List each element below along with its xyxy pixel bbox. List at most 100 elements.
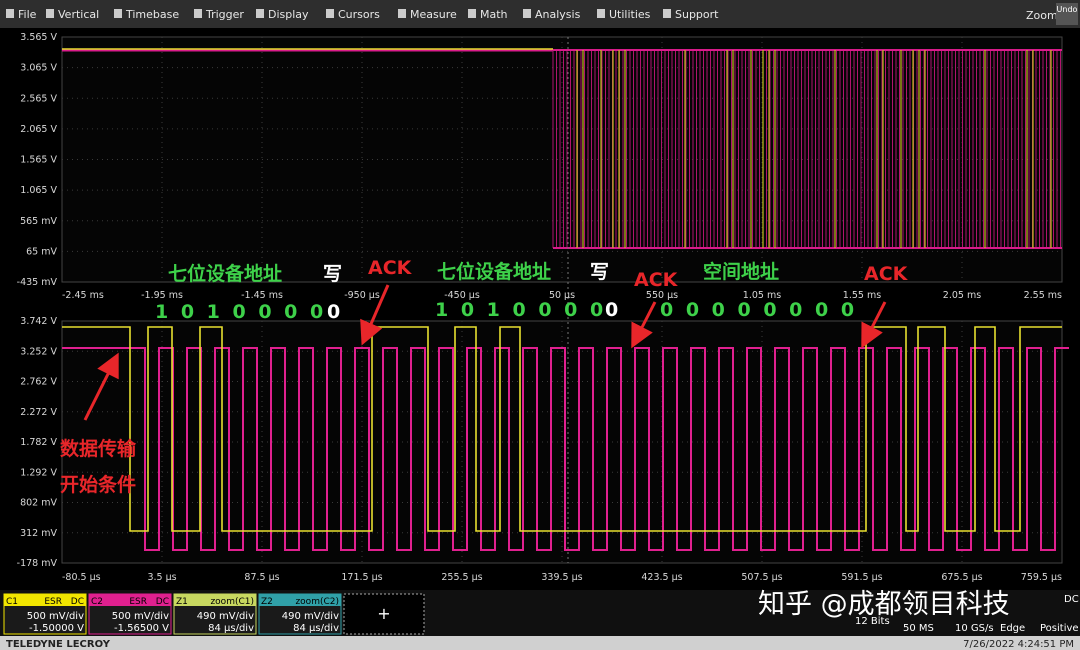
trig-type: Edge — [1000, 623, 1025, 634]
y-label: 802 mV — [20, 498, 57, 509]
x-label: 2.05 ms — [943, 290, 981, 301]
channel-header[interactable] — [89, 594, 171, 606]
x-label: 675.5 µs — [941, 572, 982, 583]
channel-header[interactable] — [259, 594, 341, 606]
channel-scale[interactable]: 490 mV/div — [197, 611, 254, 622]
channel-header[interactable] — [4, 594, 86, 606]
menu-item[interactable]: Analysis — [535, 8, 581, 21]
menu-icon[interactable] — [663, 9, 671, 18]
annotation: ACK — [864, 263, 909, 285]
menu-item[interactable]: Trigger — [205, 8, 244, 21]
undo-label[interactable]: Undo — [1057, 5, 1078, 14]
x-label: -450 µs — [444, 290, 480, 301]
zoom-label: Zoom — [1026, 9, 1058, 22]
menu-item[interactable]: Cursors — [338, 8, 380, 21]
z1-trace — [62, 326, 1062, 532]
y-label: 1.292 V — [20, 467, 57, 478]
x-label: 550 µs — [646, 290, 678, 301]
channel-scale[interactable]: 490 mV/div — [282, 611, 339, 622]
c2-burst-edges — [553, 49, 1062, 249]
menu-icon[interactable] — [6, 9, 14, 18]
menu-icon[interactable] — [523, 9, 531, 18]
arrows — [83, 284, 887, 421]
menu-icon[interactable] — [597, 9, 605, 18]
menu-icon[interactable] — [194, 9, 202, 18]
menu-icon[interactable] — [468, 9, 476, 18]
y-label: -435 mV — [17, 277, 58, 288]
brand: TELEDYNE LECROY — [6, 639, 111, 650]
channel-offset[interactable]: 84 µs/div — [208, 623, 254, 634]
channel-name[interactable]: Z2 — [261, 597, 273, 607]
channel-tag[interactable]: DC — [71, 597, 84, 607]
annotation: 空间地址 — [703, 260, 779, 283]
c1-burst — [576, 50, 1052, 248]
menu-icon[interactable] — [398, 9, 406, 18]
x-label: -80.5 µs — [62, 572, 101, 583]
menu-item[interactable]: File — [18, 8, 37, 21]
y-label: 565 mV — [20, 216, 57, 227]
y-label: 2.272 V — [20, 407, 57, 418]
menu-icon[interactable] — [326, 9, 334, 18]
annotation: 七位设备地址 — [437, 260, 551, 283]
menu-item[interactable]: Display — [268, 8, 309, 21]
y-label: 65 mV — [26, 246, 57, 257]
x-label: 423.5 µs — [641, 572, 682, 583]
menu-item[interactable]: Timebase — [125, 8, 179, 21]
channel-name[interactable]: Z1 — [176, 597, 188, 607]
annotation: 七位设备地址 — [168, 262, 282, 285]
x-label: 2.55 ms — [1024, 290, 1062, 301]
channel-name[interactable]: C1 — [6, 597, 18, 607]
x-label: 339.5 µs — [541, 572, 582, 583]
annotation: ACK — [634, 269, 679, 291]
add-button[interactable] — [343, 593, 425, 635]
y-label: 3.565 V — [20, 32, 57, 43]
bits: 0 — [327, 301, 340, 323]
annotation: 开始条件 — [60, 473, 136, 496]
y-label: 1.565 V — [20, 155, 57, 166]
y-label: 2.065 V — [20, 124, 57, 135]
menu-item[interactable]: Math — [480, 8, 508, 21]
y-label: 312 mV — [20, 528, 57, 539]
annotation: 写 — [590, 261, 609, 283]
channel-tag[interactable]: DC — [156, 597, 169, 607]
menu-icon[interactable] — [256, 9, 264, 18]
x-label: 1.55 ms — [843, 290, 881, 301]
channel-offset[interactable]: 84 µs/div — [293, 623, 339, 634]
channel-tag[interactable]: ESR — [129, 597, 147, 607]
x-label: 50 µs — [549, 290, 575, 301]
channel-tag[interactable]: zoom(C2) — [295, 597, 339, 607]
menu-item[interactable]: Support — [675, 8, 719, 21]
z2-trace — [62, 347, 1069, 551]
channel-tag[interactable]: ESR — [44, 597, 62, 607]
timestamp: 7/26/2022 4:24:51 PM — [963, 639, 1074, 650]
y-label: -178 mV — [17, 558, 58, 569]
menu-item[interactable]: Vertical — [58, 8, 99, 21]
channel-tag[interactable]: zoom(C1) — [210, 597, 254, 607]
channel-name[interactable]: C2 — [91, 597, 103, 607]
bits: 0 0 0 0 0 0 0 0 — [660, 299, 854, 321]
acq-memory: 50 MS — [903, 623, 934, 634]
watermark: 知乎 @成都领目科技 — [758, 589, 1010, 620]
menu-icon[interactable] — [114, 9, 122, 18]
channel-header[interactable] — [174, 594, 256, 606]
x-label: 1.05 ms — [743, 290, 781, 301]
trig-coupling: DC — [1064, 594, 1079, 605]
x-label: -950 µs — [344, 290, 380, 301]
channel-offset[interactable]: -1.56500 V — [114, 623, 169, 634]
annotation: 写 — [323, 263, 342, 285]
menu-item[interactable]: Measure — [410, 8, 457, 21]
x-label: 507.5 µs — [741, 572, 782, 583]
x-label: 255.5 µs — [441, 572, 482, 583]
annotation: ACK — [368, 257, 413, 279]
channel-scale[interactable]: 500 mV/div — [112, 611, 169, 622]
menu-icon[interactable] — [46, 9, 54, 18]
x-label: 3.5 µs — [147, 572, 176, 583]
undo-button[interactable] — [1056, 3, 1078, 25]
add-label[interactable]: + — [377, 604, 390, 623]
channel-offset[interactable]: -1.50000 V — [29, 623, 84, 634]
menu-item[interactable]: Utilities — [609, 8, 651, 21]
channel-scale[interactable]: 500 mV/div — [27, 611, 84, 622]
